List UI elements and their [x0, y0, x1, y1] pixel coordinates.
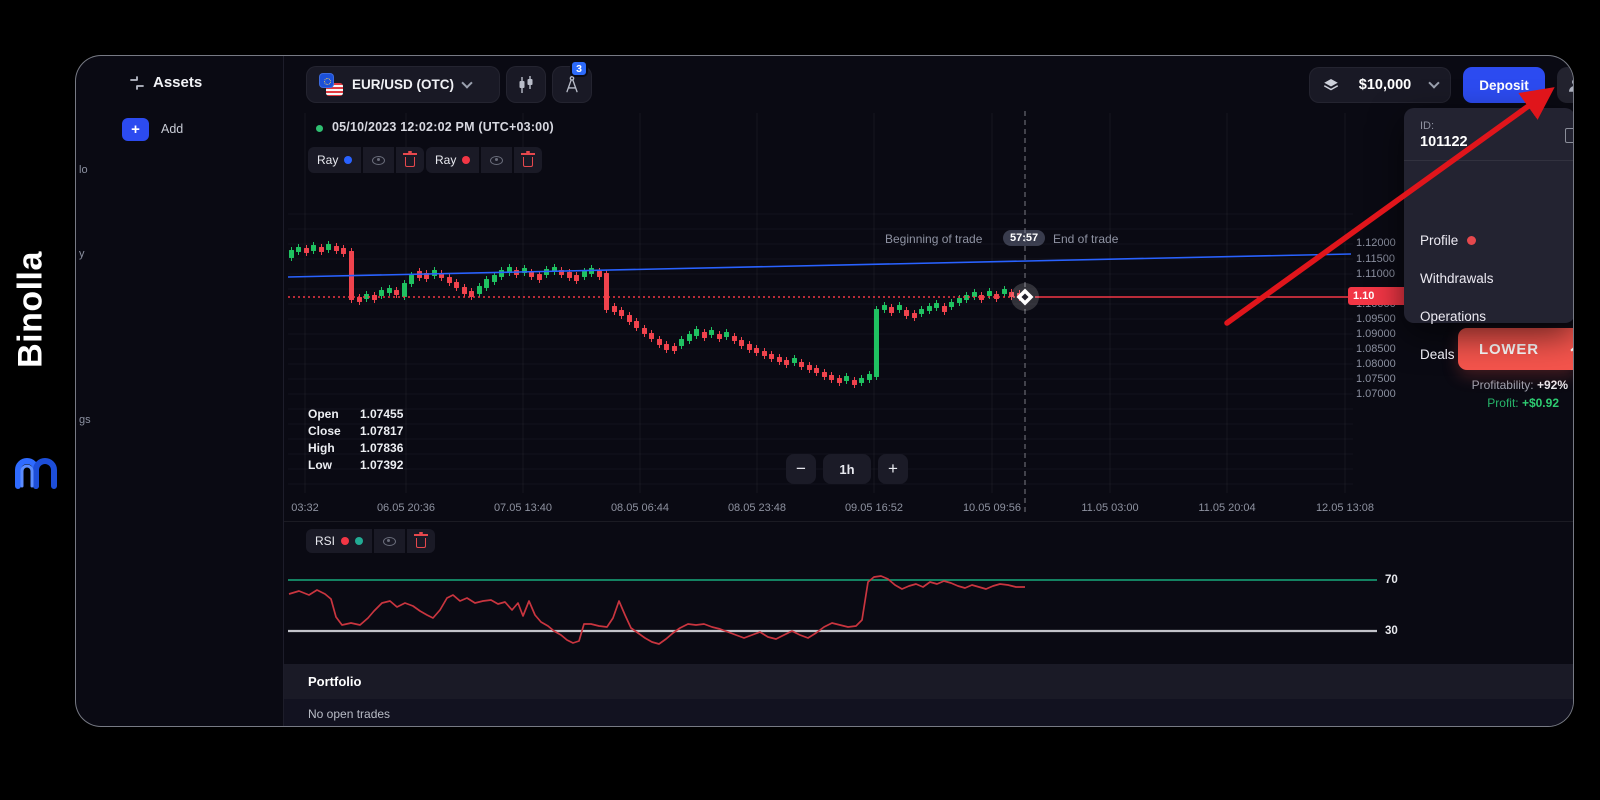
- time-axis-label: 09.05 16:52: [845, 502, 903, 514]
- price-axis-label: 1.11000: [1356, 268, 1395, 280]
- time-axis-label: 08.05 06:44: [611, 502, 669, 514]
- account-stack-icon: [1322, 76, 1340, 94]
- beginning-of-trade-label: Beginning of trade: [885, 232, 982, 246]
- account-id-value: 101122: [1420, 134, 1468, 150]
- ray-chip-red: Ray: [426, 147, 542, 173]
- time-axis-label: 11.05 20:04: [1198, 502, 1255, 514]
- trash-icon[interactable]: [523, 157, 533, 167]
- add-asset-label: Add: [161, 122, 183, 136]
- person-icon: [1566, 76, 1574, 94]
- time-axis-label: 10.05 09:56: [963, 502, 1021, 514]
- menu-item-label: Operations: [1420, 309, 1486, 324]
- notification-dot: [1467, 236, 1476, 245]
- menu-divider: [1404, 160, 1574, 161]
- menu-item-profile[interactable]: Profile: [1420, 233, 1476, 248]
- ohlc-readout: Open1.07455Close1.07817High1.07836Low1.0…: [308, 406, 403, 474]
- ohlc-row: Close1.07817: [308, 423, 403, 440]
- chevron-down-icon: [1570, 344, 1574, 351]
- rsi-green-dot: [355, 537, 363, 545]
- eur-usd-flag-icon: [319, 73, 343, 97]
- zoom-in-button[interactable]: +: [878, 454, 908, 484]
- assets-panel-title: Assets: [153, 74, 202, 91]
- ohlc-row: Open1.07455: [308, 406, 403, 423]
- end-of-trade-label: End of trade: [1053, 232, 1118, 246]
- rsi-indicator-chip: RSI: [306, 529, 435, 553]
- lower-trade-button[interactable]: LOWER: [1458, 328, 1574, 370]
- ray-chip-label: Ray: [317, 153, 338, 167]
- profile-dropdown-menu: ID: 101122 ProfileWithdrawalsOperationsD…: [1404, 108, 1574, 323]
- brand-watermark: Binolla: [12, 245, 51, 375]
- price-axis-label: 1.08000: [1356, 358, 1396, 370]
- drawing-tools-count-badge: 3: [570, 60, 588, 77]
- balance-selector[interactable]: $10,000: [1309, 67, 1451, 103]
- eye-icon[interactable]: [490, 156, 503, 165]
- chevron-down-icon: [461, 77, 472, 88]
- indicators-button[interactable]: [506, 66, 546, 103]
- rsi-red-dot: [341, 537, 349, 545]
- live-status-dot: [316, 125, 323, 132]
- profile-avatar-button[interactable]: [1557, 67, 1574, 103]
- timeframe-value[interactable]: 1h: [823, 454, 871, 484]
- menu-item-withdrawals[interactable]: Withdrawals: [1420, 271, 1494, 286]
- zoom-out-button[interactable]: −: [786, 454, 816, 484]
- current-price-badge: 1.10: [1348, 287, 1410, 305]
- price-axis-label: 1.08500: [1356, 343, 1396, 355]
- ray-color-dot: [462, 156, 470, 164]
- asset-selector[interactable]: EUR/USD (OTC): [306, 66, 500, 103]
- ray-chip-label: Ray: [435, 153, 456, 167]
- time-axis-label: 08.05 23:48: [728, 502, 786, 514]
- trash-icon[interactable]: [416, 538, 426, 548]
- trash-icon[interactable]: [405, 157, 415, 167]
- chevron-down-icon: [1428, 77, 1439, 88]
- price-axis-label: 1.12000: [1356, 237, 1396, 249]
- lower-button-label: LOWER: [1479, 341, 1539, 358]
- menu-item-operations[interactable]: Operations: [1420, 309, 1486, 324]
- ohlc-row: High1.07836: [308, 440, 403, 457]
- price-axis-label: 1.09000: [1356, 328, 1396, 340]
- menu-item-label: Deals: [1420, 347, 1455, 362]
- assets-icon: [129, 75, 145, 91]
- menu-item-deals[interactable]: Deals: [1420, 347, 1455, 362]
- price-axis-label: 1.07500: [1356, 373, 1396, 385]
- price-axis-label: 1.11500: [1356, 253, 1395, 265]
- candles-icon: [516, 75, 536, 95]
- trade-timer-badge: 57:57: [1003, 230, 1045, 246]
- menu-item-label: Profile: [1420, 233, 1458, 248]
- assets-panel: Assets + Add: [93, 56, 284, 727]
- time-axis-label: 03:32: [291, 502, 319, 514]
- app-window: loygs Assets + Add EUR/USD (OTC) 3: [75, 55, 1574, 727]
- compass-icon: [562, 75, 582, 95]
- time-axis-label: 06.05 20:36: [377, 502, 435, 514]
- ray-color-dot: [344, 156, 352, 164]
- time-axis-label: 11.05 03:00: [1081, 502, 1138, 514]
- time-axis-label: 12.05 13:08: [1316, 502, 1374, 514]
- price-axis-label: 1.07000: [1356, 388, 1396, 400]
- eye-icon[interactable]: [372, 156, 385, 165]
- rsi-chip-label: RSI: [315, 534, 335, 548]
- ray-chip-blue: Ray: [308, 147, 424, 173]
- copy-id-icon[interactable]: [1565, 128, 1574, 143]
- asset-selector-label: EUR/USD (OTC): [352, 77, 454, 92]
- account-id-label: ID:: [1420, 120, 1434, 132]
- deposit-button[interactable]: Deposit: [1463, 67, 1545, 103]
- eye-icon[interactable]: [383, 537, 396, 546]
- add-asset-button[interactable]: +: [122, 118, 149, 141]
- menu-item-label: Withdrawals: [1420, 271, 1494, 286]
- balance-amount: $10,000: [1348, 77, 1422, 93]
- price-axis-label: 1.09500: [1356, 313, 1396, 325]
- time-axis-label: 07.05 13:40: [494, 502, 552, 514]
- ohlc-row: Low1.07392: [308, 457, 403, 474]
- brand-logo-icon: [12, 440, 60, 490]
- candlestick-chart[interactable]: [76, 56, 1574, 727]
- chart-timestamp: 05/10/2023 12:02:02 PM (UTC+03:00): [332, 120, 554, 134]
